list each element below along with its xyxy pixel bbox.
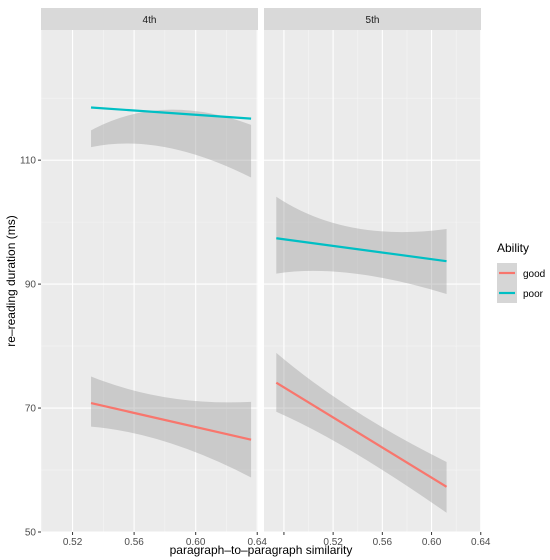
y-axis-title: re–reading duration (ms) [4, 215, 18, 346]
legend-label-good: good [523, 269, 545, 280]
series-line-poor [90, 106, 252, 120]
series-line-good [275, 381, 448, 488]
x-tick-label: 0.52 [323, 537, 343, 548]
y-tick-label: 90 [25, 280, 37, 291]
facet-label: 4th [143, 15, 157, 26]
confidence-band-good [91, 376, 252, 478]
facet-strip [41, 8, 258, 30]
x-tick-label: 0.64 [471, 537, 491, 548]
legend-label-poor: poor [523, 289, 544, 300]
panel-background [41, 30, 258, 532]
x-tick-label: 0.56 [373, 537, 393, 548]
confidence-band-poor [91, 109, 252, 178]
legend-title: Ability [497, 241, 529, 255]
series-line-good [90, 402, 252, 441]
y-tick-label: 70 [25, 404, 37, 415]
confidence-band-poor [276, 196, 447, 295]
x-tick-label: 0.60 [186, 537, 206, 548]
facet-label: 5th [366, 15, 380, 26]
series-line-poor [276, 237, 447, 263]
x-tick-label: 0.56 [124, 537, 144, 548]
confidence-band-good [276, 352, 447, 513]
panel-background [264, 30, 481, 532]
y-tick-label: 50 [25, 528, 37, 539]
y-tick-label: 110 [20, 156, 36, 167]
x-tick-label: 0.52 [63, 537, 83, 548]
facet-strip [264, 8, 481, 30]
x-tick-label: 0.64 [247, 537, 267, 548]
x-axis-title: paragraph–to–paragraph similarity [170, 543, 353, 557]
x-tick-label: 0.60 [422, 537, 442, 548]
